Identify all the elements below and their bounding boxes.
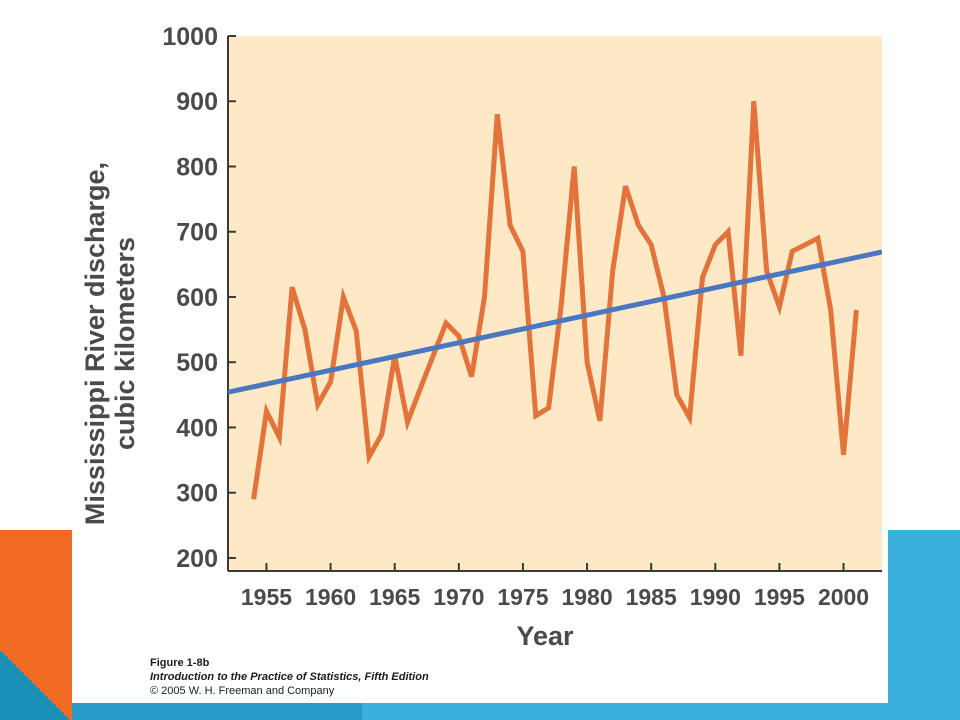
decor-bottom-band-dark — [72, 703, 362, 720]
book-title: Introduction to the Practice of Statisti… — [150, 671, 429, 683]
decor-blue-block — [888, 530, 960, 720]
x-tick-label: 2000 — [818, 584, 869, 610]
copyright: © 2005 W. H. Freeman and Company — [150, 685, 335, 697]
x-tick-label: 1985 — [626, 584, 677, 610]
x-tick-label: 1960 — [305, 584, 356, 610]
y-axis-title-line1: Mississippi River discharge, — [80, 162, 110, 525]
y-tick-label: 600 — [176, 284, 218, 312]
y-tick-label: 200 — [176, 545, 218, 573]
plot-background — [228, 36, 882, 571]
decor-dark-triangle — [0, 650, 70, 720]
discharge-series-line — [251, 101, 859, 500]
x-axis-title: Year — [516, 621, 574, 651]
y-tick-label: 300 — [176, 480, 218, 508]
y-tick-label: 1000 — [162, 23, 218, 51]
figure-caption: Figure 1-8b Introduction to the Practice… — [150, 656, 429, 698]
x-tick-label: 1995 — [754, 584, 805, 610]
y-tick-label: 700 — [176, 219, 218, 247]
trend-line — [228, 249, 882, 395]
figure-number: Figure 1-8b — [150, 657, 210, 669]
x-tick-label: 1970 — [433, 584, 484, 610]
figure-panel: 200 300 400 500 600 700 800 900 1000 1955 1960 1965… — [72, 0, 888, 703]
y-tick-label: 900 — [176, 88, 218, 116]
y-tick-label: 500 — [176, 349, 218, 377]
y-axis-title-line2: cubic kilometers — [110, 237, 140, 450]
y-tick-label: 400 — [176, 414, 218, 442]
x-tick-label: 1975 — [497, 584, 548, 610]
x-tick-label: 1980 — [561, 584, 612, 610]
chart: 200 300 400 500 600 700 800 900 1000 1955 1960 1965… — [80, 23, 882, 651]
x-tick-label: 1990 — [690, 584, 741, 610]
x-tick-label: 1965 — [369, 584, 420, 610]
y-tick-label: 800 — [176, 153, 218, 181]
x-tick-label: 1955 — [241, 584, 292, 610]
